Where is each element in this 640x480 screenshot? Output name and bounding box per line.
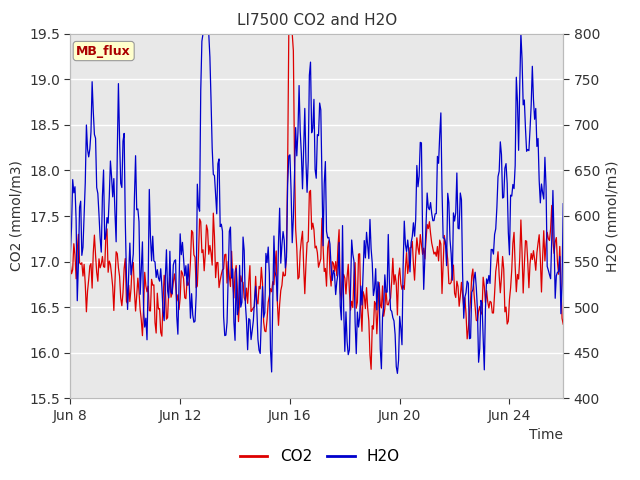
Text: Time: Time: [529, 428, 563, 442]
Title: LI7500 CO2 and H2O: LI7500 CO2 and H2O: [237, 13, 397, 28]
Y-axis label: H2O (mmol/m3): H2O (mmol/m3): [605, 160, 620, 272]
Text: MB_flux: MB_flux: [76, 45, 131, 58]
Y-axis label: CO2 (mmol/m3): CO2 (mmol/m3): [10, 161, 24, 271]
Legend: CO2, H2O: CO2, H2O: [234, 443, 406, 470]
